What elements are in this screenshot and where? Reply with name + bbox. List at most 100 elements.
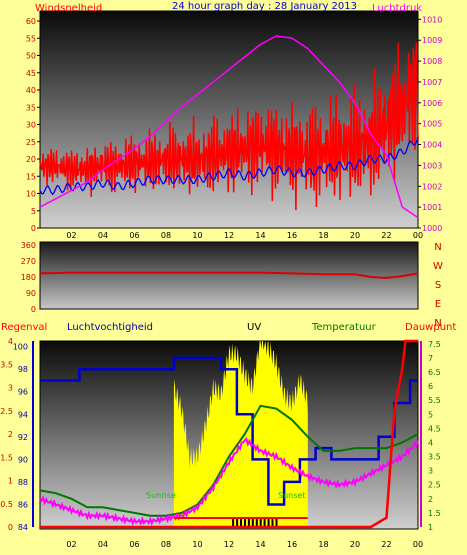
temperature-tick-label: 5.5 [428,396,441,405]
x-tick-label: 18 [318,231,328,240]
wind-tick-label: 20 [26,155,36,164]
x-tick-label: 14 [255,231,265,240]
x-tick-label: 10 [192,231,202,240]
direction-tick-label: 270 [21,257,36,266]
x-tick-label: 10 [192,540,202,549]
compass-letter: W [433,261,443,272]
rainfall-line [40,339,418,529]
x-tick-label: 06 [129,540,139,549]
wind-pressure-plot-area [39,10,419,229]
pressure-tick-label: 1003 [422,161,442,170]
uv-area [173,341,308,527]
pressure-tick-label: 1007 [422,78,442,87]
wind-direction-plot-area [39,241,419,310]
uv-base-mark [240,518,242,526]
temperature-tick-label: 4 [428,438,433,447]
x-tick-label: 20 [350,231,360,240]
rain-tick-label: 1.5 [0,453,13,462]
wind-direction-line [39,271,419,279]
uv-base-mark [267,518,270,526]
wind-tick-label: 25 [26,138,36,147]
temperature-tick-label: 2.5 [428,481,441,490]
compass-letter: N [434,242,441,253]
wind-tick-label: 45 [26,69,36,78]
temperature-tick-label: 3 [428,467,433,476]
x-tick-label: 12 [224,231,234,240]
humidity-line [40,356,418,506]
rain-tick-label: 1 [8,477,13,486]
x-tick-label: 00 [413,540,423,549]
humidity-tick-label: 96 [18,388,28,397]
humidity-tick-label: 90 [18,455,28,464]
humidity-axis-label: Luchtvochtigheid [67,322,153,333]
pressure-tick-label: 1002 [422,182,442,191]
wind-tick-label: 40 [26,86,36,95]
wind-tick-label: 5 [31,207,36,216]
pressure-tick-label: 1004 [422,141,442,150]
temperature-tick-label: 4.5 [428,424,441,433]
pressure-tick-label: 1000 [422,224,442,233]
dewpoint-axis-label: Dauwpunt [405,322,456,333]
pressure-tick-label: 1009 [422,36,442,45]
temperature-tick-label: 5 [428,410,433,419]
temperature-tick-label: 6.5 [428,368,441,377]
rain-tick-label: 3.5 [0,360,13,369]
x-tick-label: 04 [98,231,108,240]
wind-tick-label: 55 [26,34,36,43]
wind-tick-label: 50 [26,52,36,61]
direction-tick-label: 0 [31,305,36,314]
uv-base-mark [236,518,239,526]
x-tick-label: 14 [255,540,265,549]
uv-base-mark [247,518,250,526]
temperature-tick-label: 7.5 [428,340,441,349]
rain-tick-label: 0.5 [0,500,13,509]
uv-label: UV [247,322,261,333]
x-tick-label: 02 [66,540,76,549]
temperature-tick-label: 3.5 [428,453,441,462]
direction-tick-label: 180 [21,273,36,282]
pressure-tick-label: 1006 [422,99,442,108]
compass-letter: S [435,280,441,291]
uv-base-mark [251,518,254,526]
uv-base-mark [244,518,246,526]
x-tick-label: 08 [161,540,171,549]
temperature-line [39,404,419,517]
rain-tick-label: 4 [8,337,13,346]
x-tick-label: 02 [66,231,76,240]
uv-base-mark [275,518,278,526]
wind-tick-label: 35 [26,103,36,112]
humidity-tick-label: 94 [18,410,28,419]
wind-tick-label: 10 [26,190,36,199]
x-tick-label: 08 [161,231,171,240]
pressure-axis-label: Luchtdruk [372,3,422,14]
humidity-tick-label: 88 [18,478,28,487]
rain-tick-label: 0 [8,523,13,532]
temperature-tick-label: 7 [428,354,433,363]
wind-gust-line [39,42,419,211]
dewpoint-line [39,437,419,527]
wind-tick-label: 15 [26,172,36,181]
rain-tick-label: 2.5 [0,407,13,416]
temperature-tick-label: 1.5 [428,509,441,518]
x-tick-label: 18 [318,540,328,549]
x-tick-label: 00 [413,231,423,240]
x-tick-label: 22 [381,231,391,240]
wind-tick-label: 60 [26,17,36,26]
x-tick-label: 06 [129,231,139,240]
sunrise-label: Sunrise [146,491,176,500]
humidity-tick-label: 98 [18,365,28,374]
x-tick-label: 16 [287,231,297,240]
x-tick-label: 16 [287,540,297,549]
uv-base-mark [263,518,266,526]
sunset-label: Sunset [278,491,305,500]
direction-tick-label: 90 [26,289,36,298]
uv-base-mark [255,518,258,526]
x-tick-label: 20 [350,540,360,549]
rain-tick-label: 2 [8,430,13,439]
uv-base-mark [271,518,274,526]
direction-tick-label: 360 [21,241,36,250]
rain-tick-label: 3 [8,384,13,393]
pressure-tick-label: 1008 [422,57,442,66]
wind-speed-axis-label: Windsnelheid [35,3,102,14]
